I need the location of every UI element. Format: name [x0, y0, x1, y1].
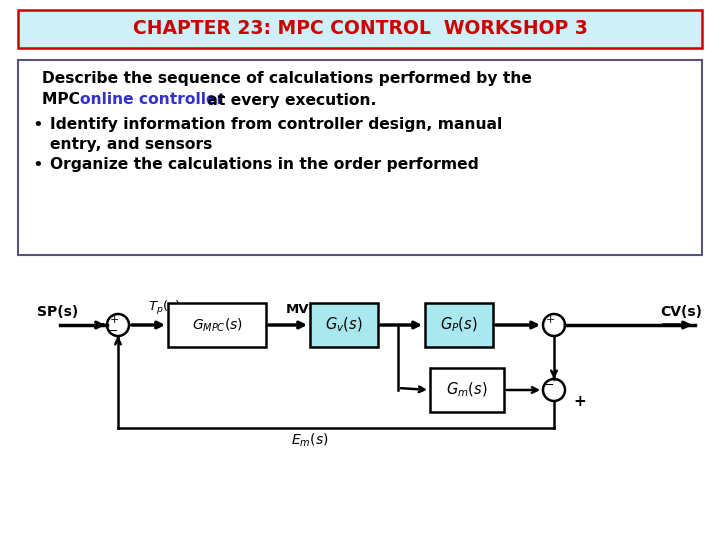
Bar — [430, 368, 504, 412]
Text: CV(s): CV(s) — [660, 305, 702, 319]
Text: Describe the sequence of calculations performed by the: Describe the sequence of calculations pe… — [42, 71, 532, 85]
Text: −: − — [108, 325, 118, 338]
Bar — [18, 10, 702, 48]
Bar — [18, 60, 702, 255]
Text: online controller: online controller — [80, 92, 224, 107]
Text: Identify information from controller design, manual: Identify information from controller des… — [50, 118, 503, 132]
Text: MPC: MPC — [42, 92, 86, 107]
Text: +: + — [545, 315, 554, 325]
Text: +: + — [573, 395, 586, 409]
Text: $G_{MPC}(s)$: $G_{MPC}(s)$ — [192, 316, 243, 334]
Text: SP(s): SP(s) — [37, 305, 78, 319]
Text: •: • — [32, 156, 42, 174]
Text: MV(s): MV(s) — [286, 302, 330, 315]
Text: entry, and sensors: entry, and sensors — [50, 137, 212, 152]
Text: •: • — [32, 116, 42, 134]
Bar — [425, 303, 493, 347]
Text: $E_m(s)$: $E_m(s)$ — [292, 431, 329, 449]
Bar — [310, 303, 378, 347]
Text: $G_m(s)$: $G_m(s)$ — [446, 381, 487, 399]
Text: +: + — [109, 315, 119, 325]
Text: $G_v(s)$: $G_v(s)$ — [325, 316, 363, 334]
Text: at every execution.: at every execution. — [202, 92, 377, 107]
Text: −: − — [544, 379, 554, 392]
Text: CHAPTER 23: MPC CONTROL  WORKSHOP 3: CHAPTER 23: MPC CONTROL WORKSHOP 3 — [132, 19, 588, 38]
Text: $T_p(s)$: $T_p(s)$ — [148, 299, 181, 317]
Text: $G_P(s)$: $G_P(s)$ — [440, 316, 478, 334]
Text: Organize the calculations in the order performed: Organize the calculations in the order p… — [50, 158, 479, 172]
Bar — [168, 303, 266, 347]
